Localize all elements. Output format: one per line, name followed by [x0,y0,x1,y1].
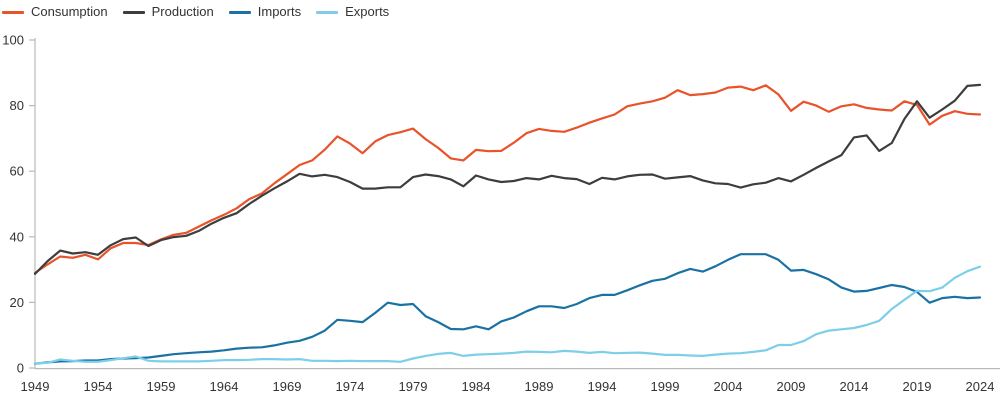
svg-text:1954: 1954 [84,379,113,394]
svg-text:1989: 1989 [525,379,554,394]
chart-legend: Consumption Production Imports Exports [2,4,404,20]
legend-label-imports: Imports [257,4,302,19]
svg-text:1964: 1964 [210,379,239,394]
svg-text:1994: 1994 [588,379,617,394]
legend-label-production: Production [151,4,214,19]
svg-text:100: 100 [2,33,24,48]
svg-text:2009: 2009 [777,379,806,394]
svg-text:2014: 2014 [840,379,869,394]
svg-text:1979: 1979 [399,379,428,394]
svg-text:2004: 2004 [714,379,743,394]
legend-swatch-exports [316,10,339,14]
legend-item-imports: Imports [228,4,302,20]
legend-swatch-consumption [2,10,24,14]
svg-text:2024: 2024 [966,379,995,394]
legend-item-production: Production [122,4,214,20]
legend-item-exports: Exports [316,4,389,20]
svg-text:1969: 1969 [273,379,302,394]
svg-text:80: 80 [10,98,24,113]
legend-label-consumption: Consumption [31,4,108,19]
legend-swatch-imports [228,10,251,14]
svg-text:60: 60 [10,164,24,179]
legend-swatch-production [122,10,145,14]
svg-text:1984: 1984 [462,379,491,394]
svg-text:1974: 1974 [336,379,365,394]
svg-text:0: 0 [17,361,24,376]
svg-text:20: 20 [10,295,24,310]
svg-text:2019: 2019 [903,379,932,394]
svg-text:40: 40 [10,229,24,244]
svg-text:1999: 1999 [651,379,680,394]
legend-label-exports: Exports [345,4,390,19]
legend-item-consumption: Consumption [2,4,108,20]
svg-text:1959: 1959 [147,379,176,394]
svg-text:1949: 1949 [21,379,50,394]
